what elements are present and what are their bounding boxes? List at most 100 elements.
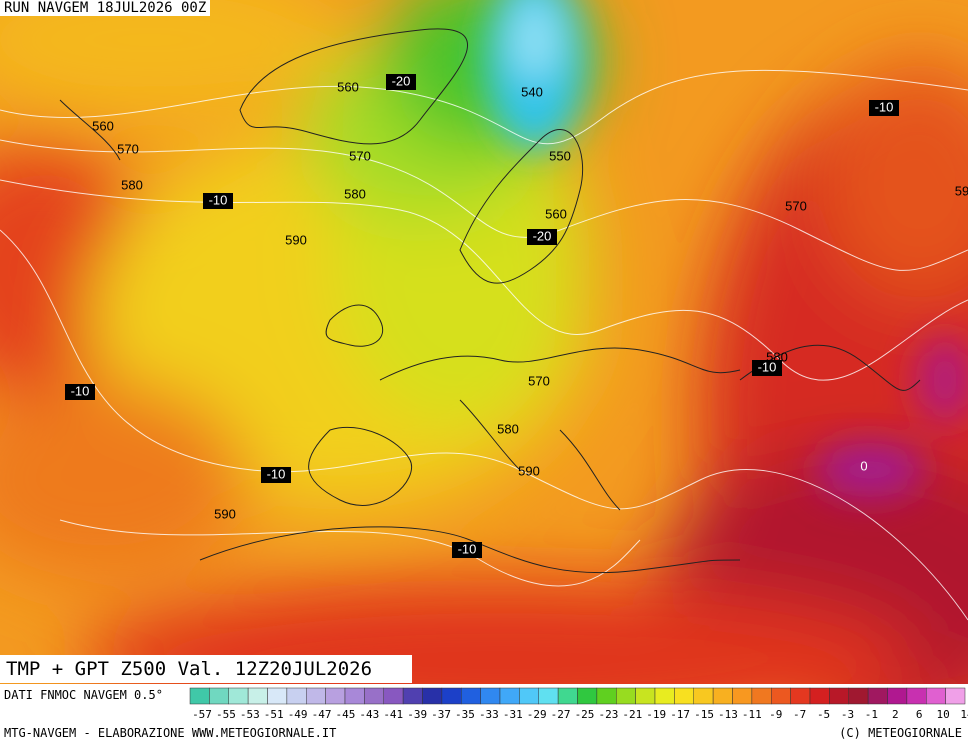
temp-label: -10 — [758, 359, 777, 374]
color-swatch — [693, 687, 714, 705]
color-swatch — [751, 687, 772, 705]
colorbar-tick-label: -25 — [575, 708, 595, 721]
temperature-labels: -20 -10 -20 -10 -10 -10 0 -10 -10 — [65, 73, 899, 558]
color-swatch — [712, 687, 733, 705]
colorbar-tick-label: 2 — [892, 708, 899, 721]
colorbar-tick-label: 14 — [960, 708, 968, 721]
color-swatch — [616, 687, 636, 705]
colorbar-tick-label: -35 — [455, 708, 475, 721]
colorbar-tick-label: -51 — [264, 708, 284, 721]
height-label: 570 — [785, 198, 807, 213]
height-label: 570 — [349, 148, 371, 163]
colorbar-tick-label: -15 — [694, 708, 714, 721]
color-swatch — [829, 687, 849, 705]
height-label: 590 — [518, 463, 540, 478]
colorbar-tick-label: -11 — [742, 708, 762, 721]
color-swatch — [887, 687, 908, 705]
color-swatch — [732, 687, 753, 705]
temp-label: -10 — [875, 99, 894, 114]
map: 560 540 560 570 570 550 580 580 560 590 … — [0, 0, 968, 685]
source: DATI FNMOC NAVGEM 0.5° — [4, 688, 163, 702]
color-swatch — [209, 687, 229, 705]
height-label: 570 — [528, 373, 550, 388]
colorbar-tick-label: 10 — [936, 708, 949, 721]
color-swatch — [790, 687, 811, 705]
color-swatch — [228, 687, 249, 705]
credit: MTG-NAVGEM - ELABORAZIONE WWW.METEOGIORN… — [4, 726, 337, 740]
colorbar-tick-label: -43 — [359, 708, 379, 721]
color-swatch — [848, 687, 869, 705]
valid-label: TMP + GPT Z500 Val. 12Z20JUL2026 — [0, 655, 412, 683]
color-swatch — [480, 687, 501, 705]
color-swatch — [926, 687, 946, 705]
color-swatch — [286, 687, 307, 705]
temp-label: -10 — [209, 192, 228, 207]
temp-label: -10 — [267, 466, 286, 481]
height-label: 580 — [121, 177, 143, 192]
height-label: 550 — [549, 148, 571, 163]
height-label: 580 — [497, 421, 519, 436]
colorbar-tick-label: -27 — [551, 708, 571, 721]
colorbar-tick-label: -13 — [718, 708, 738, 721]
colorbar-tick-label: -37 — [431, 708, 451, 721]
colorbar: -57 -55 -53 -51 -49 -47 -45 -43 -41 -39 -37 -35 -33-… — [189, 687, 968, 721]
color-swatch — [189, 687, 210, 705]
colorbar-tick-label: -7 — [793, 708, 806, 721]
colorbar-tick-label: -1 — [865, 708, 878, 721]
height-label: 540 — [521, 84, 543, 99]
height-labels: 560 540 560 570 570 550 580 580 560 590 … — [92, 79, 968, 521]
colorbar-tick-label: -39 — [407, 708, 427, 721]
colorbar-tick-label: -31 — [503, 708, 523, 721]
temp-label: -20 — [392, 73, 411, 88]
temp-label: -10 — [71, 383, 90, 398]
height-label: 590 — [214, 506, 236, 521]
color-swatch — [654, 687, 675, 705]
color-swatch — [771, 687, 791, 705]
copyright: (C) METEOGIORNALE — [839, 726, 962, 740]
height-label: 59 — [955, 183, 968, 198]
color-swatch — [402, 687, 423, 705]
height-label: 590 — [285, 232, 307, 247]
color-swatch — [306, 687, 326, 705]
colorbar-tick-label: -29 — [527, 708, 547, 721]
height-label: 580 — [344, 186, 366, 201]
color-swatch — [364, 687, 384, 705]
color-swatch — [383, 687, 404, 705]
colorbar-tick-label: -49 — [288, 708, 308, 721]
color-swatch — [325, 687, 346, 705]
color-swatch — [906, 687, 927, 705]
color-swatch — [577, 687, 598, 705]
colorbar-tick-label: -53 — [240, 708, 260, 721]
color-swatch — [461, 687, 481, 705]
color-swatch — [809, 687, 830, 705]
colorbar-tick-label: -57 — [192, 708, 212, 721]
height-label: 560 — [337, 79, 359, 94]
color-swatch — [596, 687, 617, 705]
height-label: 560 — [92, 118, 114, 133]
colorbar-tick-label: -23 — [598, 708, 618, 721]
color-swatch — [635, 687, 656, 705]
colorbar-tick-label: -55 — [216, 708, 236, 721]
color-swatch — [422, 687, 443, 705]
colorbar-tick-label: -9 — [769, 708, 782, 721]
run-label: RUN NAVGEM 18JUL2026 00Z — [0, 0, 211, 16]
colorbar-tick-label: 6 — [916, 708, 923, 721]
colorbar-tick-label: -33 — [479, 708, 499, 721]
temp-label: -10 — [458, 541, 477, 556]
height-label: 570 — [117, 141, 139, 156]
temp-label: 0 — [860, 458, 867, 473]
colorbar-tick-label: -47 — [312, 708, 332, 721]
color-swatch — [674, 687, 694, 705]
color-swatch — [538, 687, 559, 705]
color-swatch — [519, 687, 539, 705]
colorbar-tick-label: -19 — [646, 708, 666, 721]
colorbar-tick-label: -3 — [841, 708, 854, 721]
color-swatch — [267, 687, 288, 705]
temp-label: -20 — [533, 228, 552, 243]
height-label: 560 — [545, 206, 567, 221]
color-swatch — [499, 687, 520, 705]
footer: DATI FNMOC NAVGEM 0.5° -57 -55 -53 -51 -49 -4… — [0, 684, 968, 745]
coastlines — [59, 28, 921, 574]
colorbar-tick-label: -21 — [622, 708, 642, 721]
